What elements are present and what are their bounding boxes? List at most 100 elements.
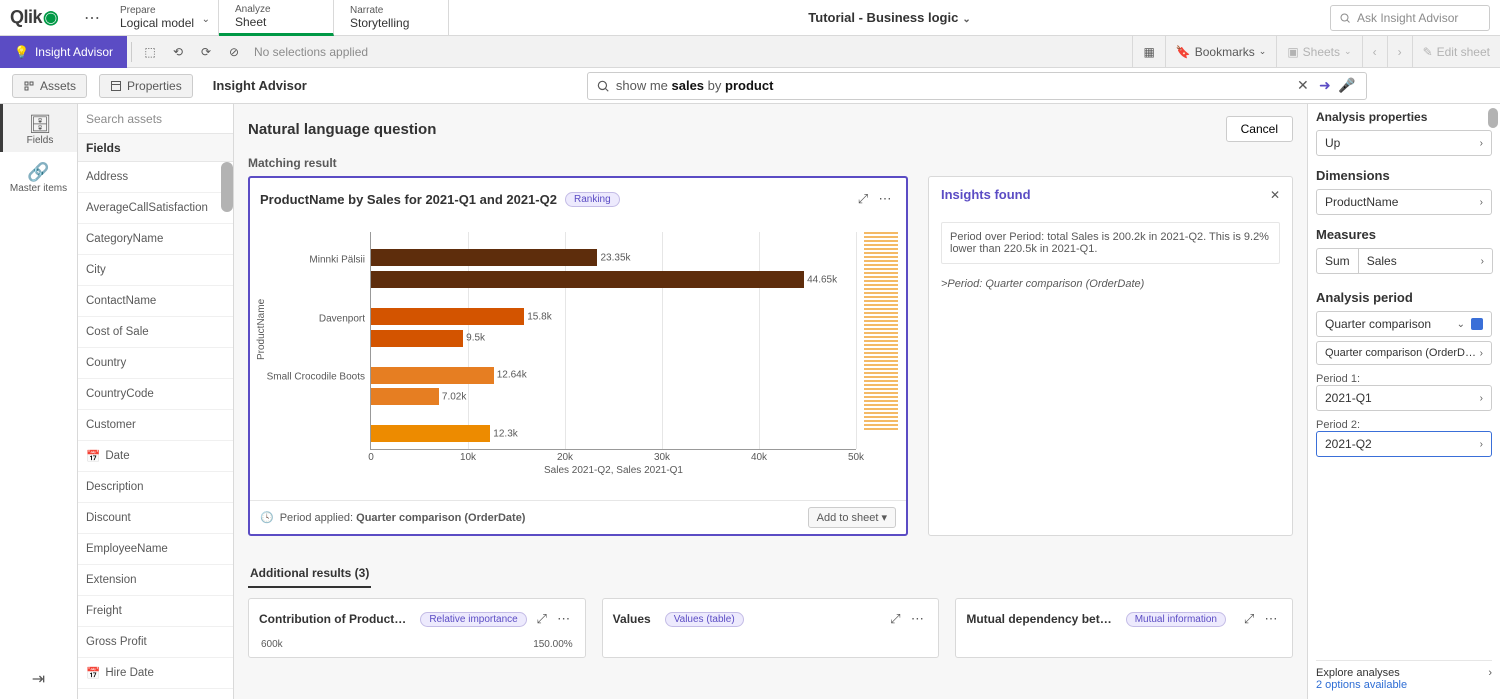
selection-bar: 💡Insight Advisor ⬚ ⟲ ⟳ ⊘ No selections a… — [0, 36, 1500, 68]
card-more-icon[interactable]: ⋯ — [553, 611, 575, 627]
submit-query-icon[interactable]: ➜ — [1314, 77, 1336, 94]
field-item[interactable]: CategoryName — [78, 224, 233, 255]
period-sub-token[interactable]: Quarter comparison (OrderD…› — [1316, 341, 1492, 365]
insight-advisor-title: Insight Advisor — [213, 78, 307, 93]
selections-tool-icon[interactable]: ▦ — [1132, 36, 1164, 68]
field-item[interactable]: Gross Profit — [78, 627, 233, 658]
qlik-logo[interactable]: Qlik◉ — [0, 7, 80, 28]
add-to-sheet-button[interactable]: Add to sheet ▾ — [808, 507, 896, 528]
bookmarks-button[interactable]: 🔖Bookmarks⌄ — [1165, 36, 1277, 68]
x-tick: 30k — [654, 452, 670, 463]
smart-select-icon[interactable]: ⬚ — [136, 38, 164, 66]
field-item[interactable]: Description — [78, 472, 233, 503]
field-item[interactable]: Customer — [78, 410, 233, 441]
period1-token[interactable]: 2021-Q1› — [1316, 385, 1492, 411]
additional-card[interactable]: ValuesValues (table)⤢⋯ — [602, 598, 940, 658]
cancel-button[interactable]: Cancel — [1226, 116, 1293, 142]
field-item[interactable]: CountryCode — [78, 379, 233, 410]
sheets-icon: ▣ — [1287, 45, 1298, 59]
bar-value-label: 7.02k — [442, 391, 466, 402]
analysis-properties-panel: Analysis properties Up› Dimensions Produ… — [1308, 104, 1500, 699]
bar[interactable] — [371, 308, 524, 325]
minichart-overview — [864, 232, 898, 432]
field-item[interactable]: AverageCallSatisfaction — [78, 193, 233, 224]
insight-advisor-button[interactable]: 💡Insight Advisor — [0, 36, 127, 68]
bar-value-label: 23.35k — [600, 253, 630, 264]
field-item[interactable]: Extension — [78, 565, 233, 596]
explore-analyses-link[interactable]: 2 options available — [1316, 679, 1407, 691]
nlq-search-input[interactable]: show me sales by product ✕ ➜ 🎤 — [587, 72, 1367, 100]
mic-icon[interactable]: 🎤 — [1336, 77, 1358, 94]
dimensions-heading: Dimensions — [1316, 168, 1492, 183]
search-assets-input[interactable]: Search assets — [78, 104, 233, 134]
field-item[interactable]: City — [78, 255, 233, 286]
chart-title: ProductName by Sales for 2021-Q1 and 202… — [260, 192, 557, 207]
field-item[interactable]: EmployeeName — [78, 534, 233, 565]
x-tick: 0 — [368, 452, 374, 463]
fullscreen-icon[interactable]: ⤢ — [852, 191, 874, 207]
field-item[interactable]: Cost of Sale — [78, 317, 233, 348]
no-selections-label: No selections applied — [254, 45, 368, 59]
field-item[interactable]: 📅Hire Date — [78, 658, 233, 689]
bar[interactable] — [371, 367, 494, 384]
period-main-token[interactable]: Quarter comparison⌄ — [1316, 311, 1492, 337]
bar[interactable] — [371, 330, 463, 347]
period-applied-value: Quarter comparison (OrderDate) — [356, 512, 525, 524]
field-item[interactable]: Discount — [78, 503, 233, 534]
close-icon[interactable]: ✕ — [1270, 188, 1280, 202]
document-title[interactable]: Tutorial - Business logic⌄ — [449, 10, 1330, 25]
additional-card[interactable]: Contribution of Product…Relative importa… — [248, 598, 586, 658]
measure-agg-token[interactable]: Sum — [1316, 248, 1359, 274]
period2-token[interactable]: 2021-Q2› — [1316, 431, 1492, 457]
additional-card[interactable]: Mutual dependency bet…Mutual information… — [955, 598, 1293, 658]
bar-value-label: 9.5k — [466, 333, 485, 344]
bar[interactable] — [371, 388, 439, 405]
panel-scrollbar[interactable] — [1488, 108, 1498, 128]
x-tick: 20k — [557, 452, 573, 463]
field-item[interactable]: Country — [78, 348, 233, 379]
fullscreen-icon[interactable]: ⤢ — [1238, 611, 1260, 627]
measure-field-token[interactable]: Sales› — [1358, 248, 1493, 274]
field-item[interactable]: Address — [78, 162, 233, 193]
search-query-text: show me sales by product — [616, 78, 1292, 93]
fullscreen-icon[interactable]: ⤢ — [884, 611, 906, 627]
sheets-button: ▣Sheets⌄ — [1276, 36, 1361, 68]
mode-tab-storytelling[interactable]: NarrateStorytelling — [334, 0, 449, 36]
mode-tab-logical-model[interactable]: PrepareLogical model⌄ — [104, 0, 219, 36]
category-label: Minnki Pälsii — [309, 255, 365, 266]
lightbulb-icon: 💡 — [14, 45, 29, 59]
x-tick: 40k — [751, 452, 767, 463]
breaking-up-row[interactable]: Up› — [1316, 130, 1492, 156]
bar[interactable] — [371, 249, 597, 266]
bar[interactable] — [371, 425, 490, 442]
rail-master-items[interactable]: 🔗Master items — [0, 152, 77, 200]
field-item[interactable]: ContactName — [78, 286, 233, 317]
card-more-icon[interactable]: ⋯ — [906, 611, 928, 627]
assets-button[interactable]: Assets — [12, 74, 87, 98]
properties-button[interactable]: Properties — [99, 74, 193, 98]
chart-type-badge: Ranking — [565, 192, 620, 207]
card-more-icon[interactable]: ⋯ — [874, 191, 896, 207]
prev-sheet-button: ‹ — [1362, 36, 1387, 68]
bookmark-icon: 🔖 — [1176, 45, 1191, 59]
clear-query-icon[interactable]: ✕ — [1292, 77, 1314, 94]
field-item[interactable]: Freight — [78, 596, 233, 627]
fields-scrollbar[interactable] — [221, 162, 233, 212]
bar[interactable] — [371, 271, 804, 288]
dimension-token[interactable]: ProductName› — [1316, 189, 1492, 215]
edit-sheet-button: ✎Edit sheet — [1412, 36, 1500, 68]
x-tick: 50k — [848, 452, 864, 463]
collapse-rail-icon[interactable]: ⇥ — [32, 669, 45, 689]
center-area: Natural language question Cancel Matchin… — [234, 104, 1308, 699]
fields-panel: Search assets Fields AddressAverageCallS… — [78, 104, 234, 699]
clear-selections-icon: ⊘ — [220, 38, 248, 66]
additional-results-tab[interactable]: Additional results (3) — [248, 560, 371, 588]
rail-fields[interactable]: 🗄Fields — [0, 104, 77, 152]
field-item[interactable]: 📅Date — [78, 441, 233, 472]
mode-tab-sheet[interactable]: AnalyzeSheet — [219, 0, 334, 36]
bar-chart: Sales 2021-Q2, Sales 2021-Q1 010k20k30k4… — [370, 232, 856, 450]
more-icon[interactable]: ⋯ — [80, 8, 104, 28]
fullscreen-icon[interactable]: ⤢ — [531, 611, 553, 627]
card-more-icon[interactable]: ⋯ — [1260, 611, 1282, 627]
ask-insight-search[interactable]: Ask Insight Advisor — [1330, 5, 1490, 31]
